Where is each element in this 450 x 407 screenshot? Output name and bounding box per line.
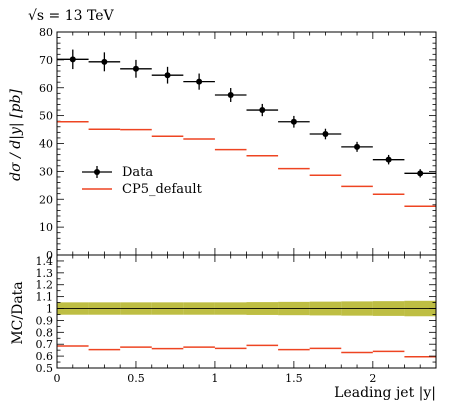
ratio-y-tick-label: 0.5 — [36, 362, 54, 375]
data-point — [309, 128, 342, 140]
data-point-marker — [196, 78, 203, 85]
data-point-marker — [417, 170, 424, 177]
ratio-y-tick-label: 0.6 — [36, 350, 54, 363]
main-y-tick-label: 20 — [39, 193, 53, 206]
ratio-y-tick-label: 1.4 — [36, 255, 54, 268]
data-point — [88, 52, 121, 72]
x-tick-label: 0.5 — [127, 372, 145, 385]
main-x-ticks — [56, 32, 437, 255]
main-y-tick-label: 30 — [39, 165, 53, 178]
legend-entry-data: Data — [82, 165, 153, 180]
data-point — [57, 49, 89, 70]
chart-title: √s = 13 TeV — [28, 8, 115, 24]
y-axis-title: dσ / d|y| [pb] — [8, 89, 24, 181]
data-point-marker — [354, 143, 361, 150]
ratio-y-tick-label: 0.8 — [36, 326, 54, 339]
data-point — [372, 154, 405, 165]
data-point — [278, 115, 310, 128]
legend-entry-cp5: CP5_default — [82, 182, 203, 197]
data-point — [183, 73, 215, 90]
x-tick-label: 2 — [369, 372, 376, 385]
ratio-y-tick-label: 1.2 — [36, 279, 54, 292]
main-y-ticks — [57, 31, 436, 256]
data-point-marker — [259, 107, 266, 114]
data-point-marker — [132, 65, 139, 72]
data-point-marker — [290, 118, 297, 125]
ratio-y-tick-label: 0.9 — [36, 314, 54, 327]
data-point — [151, 66, 184, 84]
legend-data-marker — [94, 169, 100, 175]
data-point-marker — [227, 91, 234, 98]
main-y-tick-label: 40 — [39, 138, 53, 151]
ratio-y-tick-label: 1.1 — [36, 291, 54, 304]
legend: Data CP5_default — [82, 165, 203, 197]
main-y-tick-label: 70 — [39, 54, 53, 67]
x-tick-label: 1 — [211, 372, 218, 385]
data-point-marker — [164, 72, 171, 79]
ratio-plot-frame — [56, 254, 437, 369]
series-cp5-default — [57, 121, 436, 207]
data-point-marker — [69, 56, 76, 63]
main-y-tick-label: 0 — [46, 249, 53, 262]
ratio-panel — [56, 254, 437, 369]
data-point — [246, 103, 279, 117]
data-point-marker — [385, 156, 392, 163]
data-point — [214, 88, 247, 102]
main-y-tick-label: 80 — [39, 26, 53, 39]
legend-label-data: Data — [122, 165, 153, 180]
ratio-y-tick-label: 1.3 — [36, 267, 54, 280]
legend-label-cp5: CP5_default — [122, 182, 203, 197]
data-point — [404, 169, 436, 178]
x-tick-label: 1.5 — [285, 372, 303, 385]
data-point — [341, 141, 373, 152]
main-y-tick-label: 60 — [39, 82, 53, 95]
data-point — [120, 59, 152, 78]
main-y-tick-label: 50 — [39, 110, 53, 123]
ratio-y-tick-label: 0.7 — [36, 338, 54, 351]
main-panel — [56, 31, 437, 256]
ratio-series-cp5-default — [57, 344, 436, 358]
data-point-marker — [101, 58, 108, 65]
x-tick-label: 0 — [54, 372, 61, 385]
data-point-marker — [322, 131, 329, 138]
main-y-tick-label: 10 — [39, 221, 53, 234]
series-data — [57, 49, 436, 178]
ratio-y-axis-title: MC/Data — [10, 281, 26, 344]
ratio-y-tick-label: 1 — [46, 303, 53, 316]
x-axis-title: Leading jet |y| — [334, 385, 436, 401]
main-plot-frame — [56, 31, 437, 256]
